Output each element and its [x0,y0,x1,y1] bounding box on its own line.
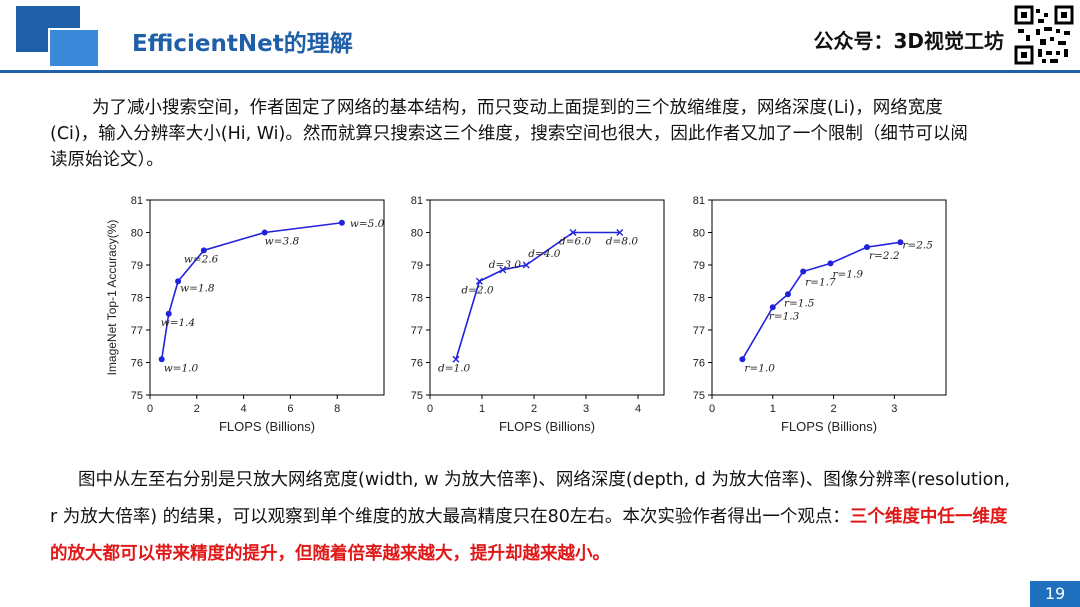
x-tick-label: 0 [427,403,433,415]
data-point [165,310,172,317]
conclusion-text: 图中从左至右分别是只放大网络宽度(width, w 为放大倍率)、网络深度(de… [50,470,1011,527]
data-point [827,260,834,267]
y-tick-label: 78 [411,293,423,305]
x-tick-label: 1 [770,403,776,415]
logo-block-light [48,28,98,66]
y-tick-label: 81 [411,195,423,207]
x-axis-label: FLOPS (Billions) [219,419,315,434]
x-tick-label: 0 [147,403,153,415]
data-point [475,277,483,285]
x-axis-label: FLOPS (Billions) [781,419,877,434]
conclusion-paragraph: 图中从左至右分别是只放大网络宽度(width, w 为放大倍率)、网络深度(de… [50,462,1020,573]
y-tick-label: 75 [131,390,143,402]
y-tick-label: 75 [411,390,423,402]
y-tick-label: 76 [693,358,705,370]
data-point [784,291,791,298]
y-tick-label: 79 [411,260,423,272]
y-tick-label: 76 [131,358,143,370]
data-point [200,247,207,254]
data-point [897,239,904,246]
slide-title: EfficientNet的理解 [132,31,353,57]
data-label: d=3.0 [489,259,522,271]
data-point [616,229,624,236]
x-tick-label: 0 [709,403,715,415]
data-label: w=5.0 [350,218,385,230]
data-label: r=1.5 [784,297,815,309]
data-point [175,278,182,285]
data-label: d=1.0 [438,362,471,374]
data-label: w=2.6 [184,253,219,265]
y-tick-label: 77 [411,325,423,337]
data-point [863,244,870,251]
x-tick-label: 2 [194,403,200,415]
conclusion-highlight: 三个维度中任一维度的放大都可以带来精度的提升，但随着倍率越来越大，提升却越来越小… [50,507,1008,564]
intro-paragraph: 为了减小搜索空间，作者固定了网络的基本结构，而只变动上面提到的三个放缩维度，网络… [50,95,980,173]
data-label: d=8.0 [606,236,639,248]
data-label: w=1.4 [161,317,195,329]
chart-panel-2: 75 76 77 78 79 80 81 0 1 2 3 4 FLOPS (Billions) d=1.0… [411,195,665,434]
y-tick-label: 78 [131,293,143,305]
x-tick-label: 3 [583,403,589,415]
data-point [769,304,776,311]
data-label: d=2.0 [461,284,494,296]
qr-code-icon [1014,5,1074,65]
y-tick-label: 81 [131,195,143,207]
data-point [158,356,165,363]
charts-area: 75 76 77 78 79 80 81 0 2 4 6 8 FLOPS (Billions) Image… [105,195,947,434]
data-label: d=6.0 [559,236,592,248]
y-tick-label: 75 [693,390,705,402]
y-tick-label: 78 [693,293,705,305]
y-tick-label: 77 [693,325,705,337]
series-line [160,221,342,360]
x-tick-label: 6 [287,403,293,415]
y-tick-label: 77 [131,325,143,337]
data-label: r=1.7 [805,277,836,289]
intro-text: 为了减小搜索空间，作者固定了网络的基本结构，而只变动上面提到的三个放缩维度，网络… [50,98,968,170]
y-tick-label: 79 [131,260,143,272]
data-point [569,229,577,236]
y-tick-label: 80 [693,228,705,240]
data-label: d=4.0 [528,248,561,260]
data-point [800,268,807,275]
y-tick-label: 81 [693,195,705,207]
data-point [739,356,746,363]
data-label: w=1.0 [164,362,199,374]
data-point [338,219,345,226]
x-tick-label: 1 [479,403,485,415]
data-label: w=3.8 [265,236,300,248]
data-label: r=1.3 [769,310,800,322]
x-tick-label: 4 [635,403,641,415]
data-point [499,266,507,274]
brand-text: 公众号：3D视觉工坊 [813,29,1004,53]
data-label: w=1.8 [180,282,215,294]
data-point [522,261,530,269]
data-label: r=1.0 [744,362,775,374]
chart-panel-3: 75 76 77 78 79 80 81 0 1 2 3 FLOPS (Billions) r=1.0 r… [693,195,947,434]
page-number: 19 [1030,581,1080,607]
y-tick-label: 76 [411,358,423,370]
data-label: r=2.5 [902,239,933,251]
series-line [455,231,620,360]
data-label: r=2.2 [869,250,900,262]
y-tick-label: 80 [411,228,423,240]
data-label: r=1.9 [833,268,864,280]
header-divider [0,70,1080,73]
x-tick-label: 8 [334,403,340,415]
y-tick-label: 80 [131,228,143,240]
data-point [261,229,268,236]
x-axis-label: FLOPS (Billions) [499,419,595,434]
x-tick-label: 2 [531,403,537,415]
y-axis-label: ImageNet Top-1 Accuracy(%) [105,220,119,376]
chart-panel-1: 75 76 77 78 79 80 81 0 2 4 6 8 FLOPS (Billions) Image… [105,195,385,434]
x-tick-label: 3 [891,403,897,415]
x-tick-label: 4 [241,403,247,415]
x-tick-label: 2 [830,403,836,415]
data-point [452,355,460,363]
y-tick-label: 79 [693,260,705,272]
